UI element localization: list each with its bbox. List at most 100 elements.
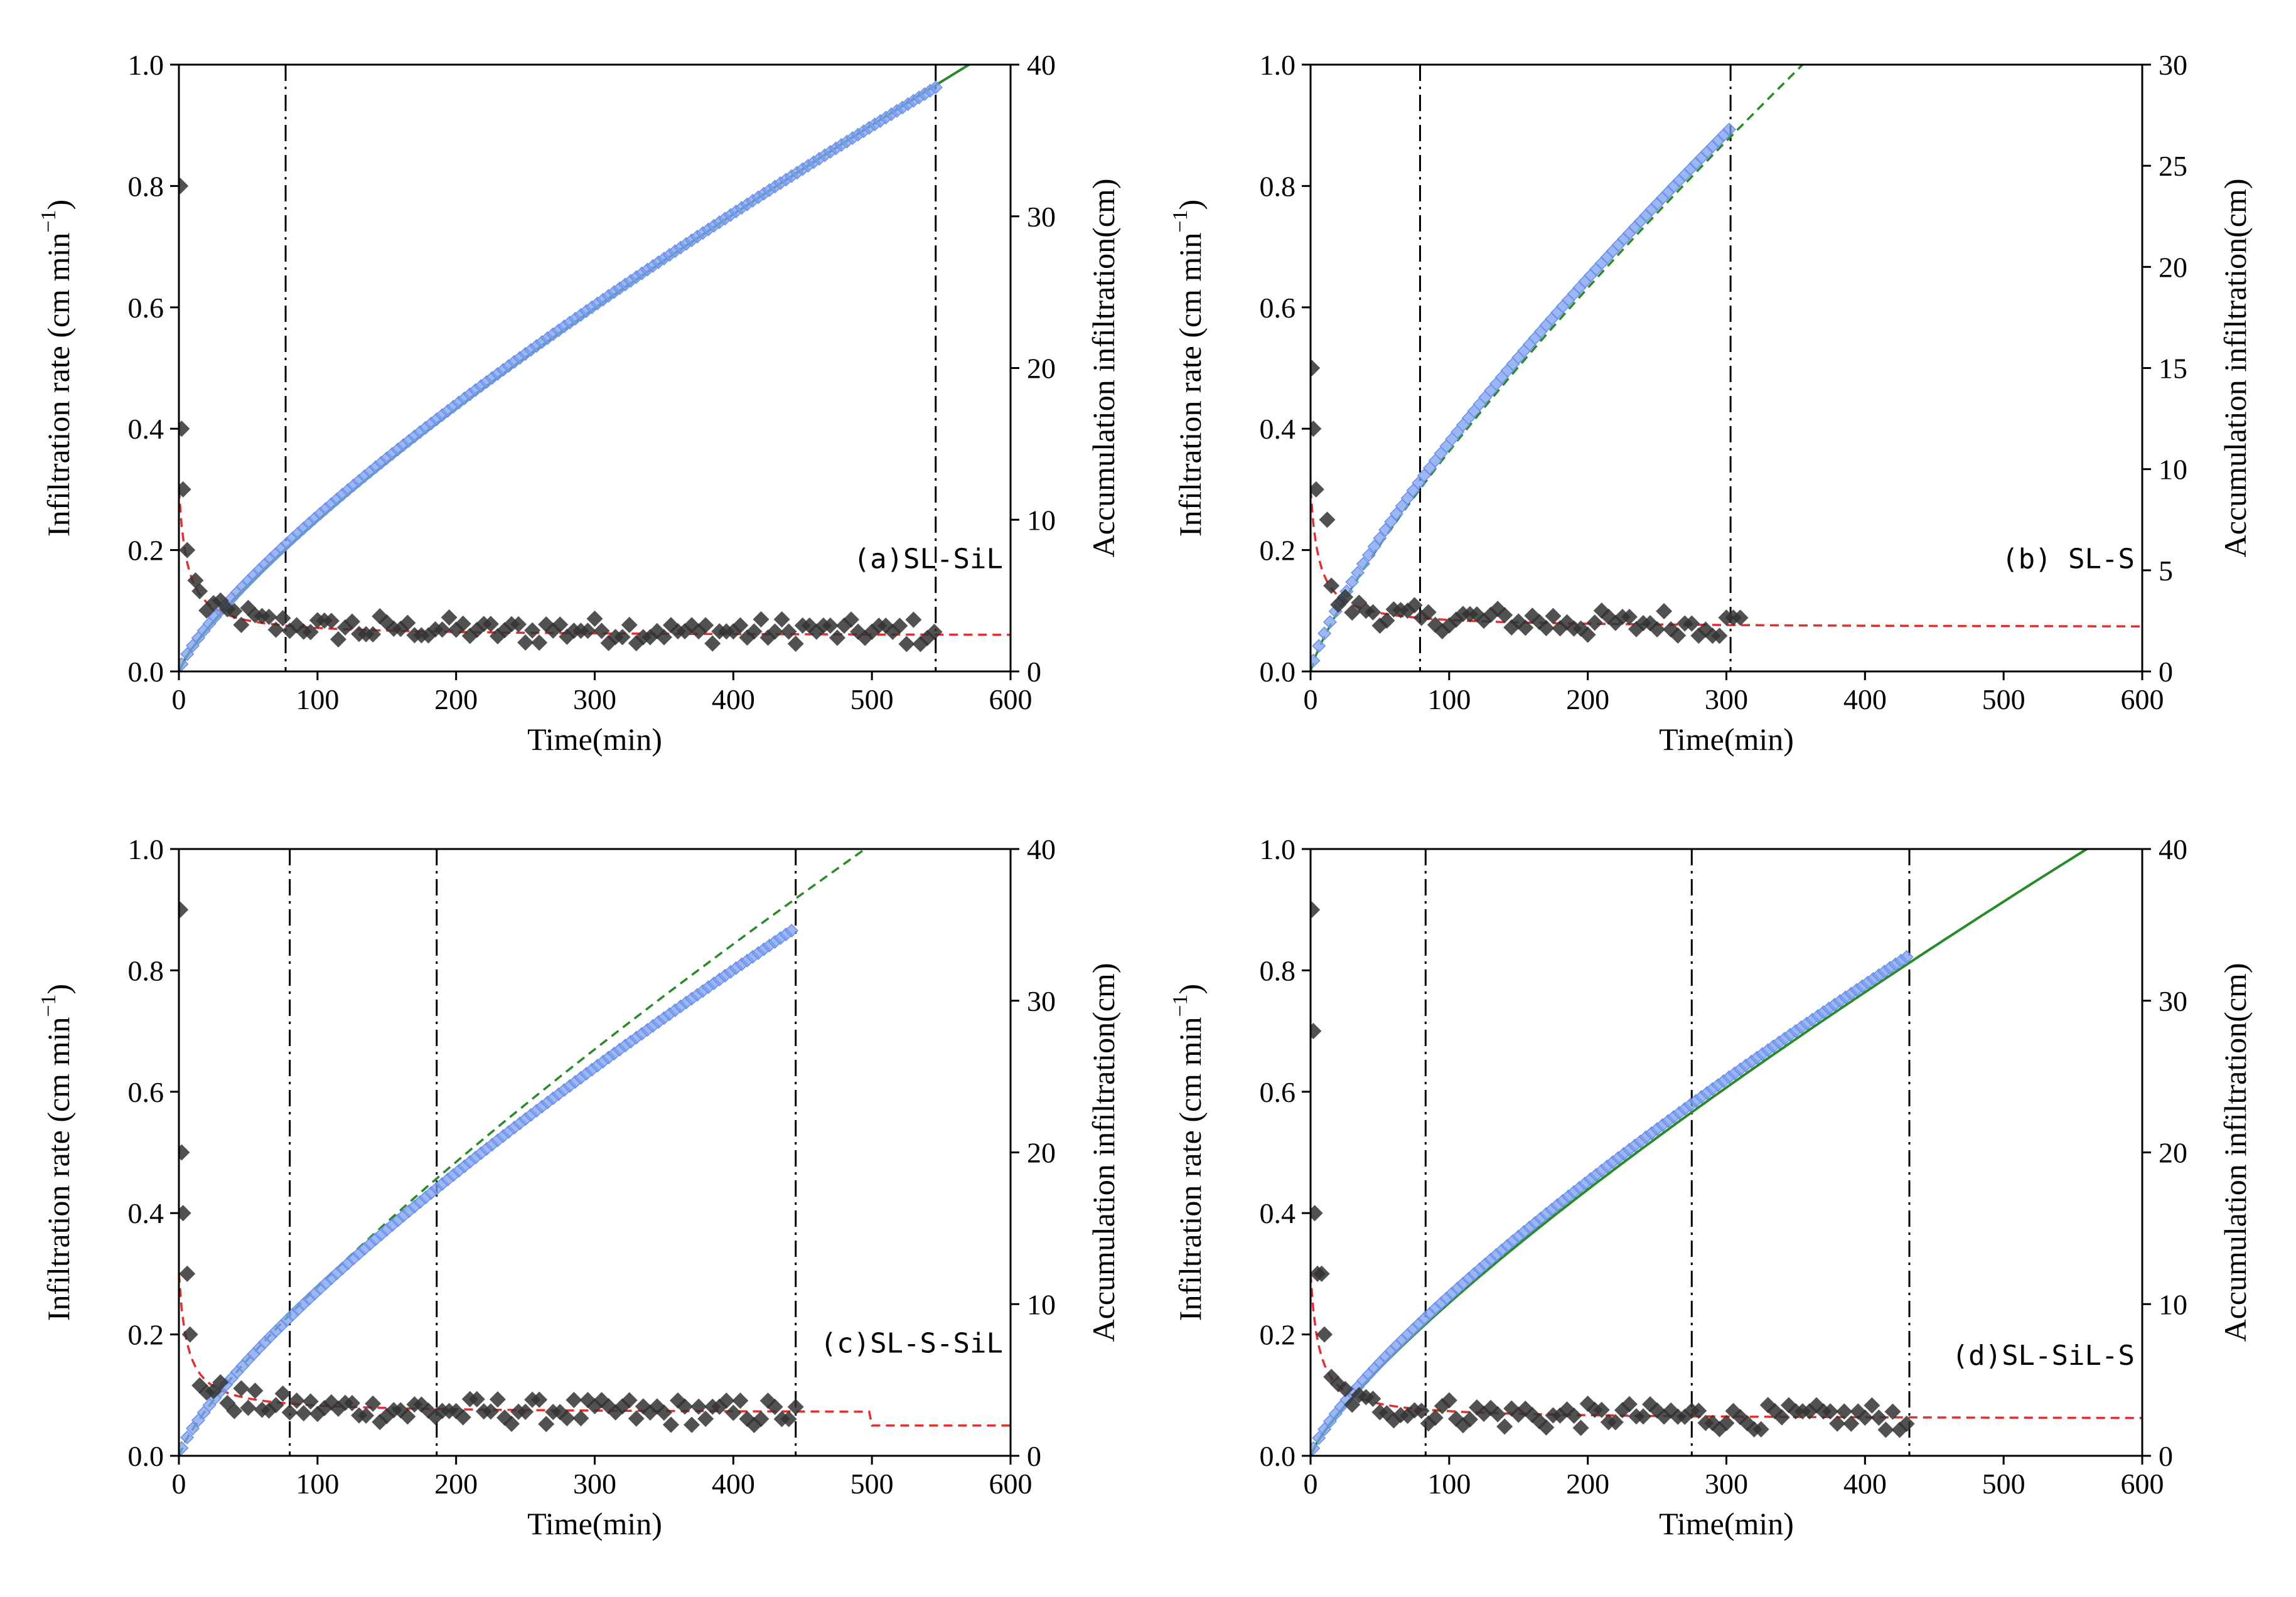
rate-point: [725, 1404, 742, 1421]
x-tick-label: 600: [989, 1468, 1033, 1500]
cumulative-point: [1899, 950, 1914, 964]
x-tick-label: 400: [1843, 683, 1887, 715]
plot-frame: [1309, 63, 2143, 673]
y-tick-label: 0.6: [128, 1076, 164, 1108]
rate-point: [787, 635, 804, 652]
y-axis-title: Infiltration rate (cm min−1): [37, 200, 76, 537]
rate-point: [1857, 1409, 1874, 1426]
y-axis-title-main: Infiltration rate (cm min: [41, 233, 76, 537]
y2-tick-label: 0: [1027, 1440, 1041, 1472]
y-tick-label: 0.0: [1260, 1440, 1296, 1472]
panel-a: 0 100 200 300 400 500 600 0.0 0.2 0.4 0.6 0.8 1.0 0 10…: [37, 49, 1121, 757]
rate-point: [226, 1402, 243, 1419]
x-axis-title: Time(min): [527, 722, 662, 757]
rate-point: [1656, 602, 1673, 619]
y-axis-title-close: ): [1172, 200, 1208, 210]
y-axis-title-close: ): [41, 200, 76, 210]
rate-point: [179, 901, 189, 918]
cumulative-point: [191, 1413, 205, 1428]
cumulative-point: [1311, 653, 1321, 668]
x-tick-label: 600: [2121, 1468, 2164, 1500]
panel-c: 0 100 200 300 400 500 600 0.0 0.2 0.4 0.6 0.8 1.0 0 10…: [37, 833, 1121, 1541]
rate-point: [1344, 1396, 1361, 1413]
x-tick-label: 500: [1982, 1468, 2025, 1500]
rate-point: [1311, 1205, 1323, 1222]
rate-point: [1311, 360, 1321, 377]
rate-point: [677, 1398, 694, 1415]
rate-point: [1378, 612, 1395, 629]
x-tick-label: 300: [1705, 683, 1748, 715]
y2-tick-label: 30: [2159, 985, 2187, 1017]
rate-point: [843, 611, 860, 628]
rate-point: [240, 1399, 257, 1416]
rate-point: [524, 622, 541, 639]
rate-point: [1313, 1265, 1330, 1282]
y-axis-title-main: Infiltration rate (cm min: [1172, 1017, 1208, 1322]
rate-point: [898, 636, 915, 653]
rate-point: [1579, 626, 1596, 643]
rate-point: [1836, 1403, 1853, 1420]
rate-point: [1822, 1403, 1839, 1420]
plot-area: [179, 849, 1011, 1456]
rate-point: [482, 1403, 499, 1420]
rate-point: [503, 1416, 520, 1433]
x-tick-label: 300: [573, 683, 616, 715]
cumulative-point: [1361, 548, 1376, 562]
rate-point: [441, 609, 458, 626]
y-tick-label: 0.8: [128, 170, 164, 202]
rate-point: [1545, 607, 1562, 624]
panel-b: 0 100 200 300 400 500 600 0.0 0.2 0.4 0.6 0.8 1.0 0 5 1…: [1169, 49, 2253, 757]
cumulative-point: [1317, 626, 1332, 641]
rate-point: [531, 1391, 548, 1408]
y-tick-label: 0.0: [128, 1440, 164, 1472]
rate-point: [1586, 614, 1603, 631]
rate-point: [621, 616, 638, 633]
y2-tick-label: 0: [1027, 656, 1041, 688]
rate-point: [1732, 609, 1749, 626]
y-tick-label: 1.0: [1260, 49, 1296, 81]
x-tick-label: 600: [2121, 683, 2164, 715]
cumulative-point: [1722, 122, 1736, 137]
rate-point: [1311, 1023, 1322, 1040]
x-tick-label: 0: [172, 683, 186, 715]
rate-point: [1877, 1421, 1894, 1438]
cumulative-point: [1400, 491, 1415, 505]
rate-point: [233, 616, 250, 633]
rate-point: [1621, 1396, 1638, 1413]
rate-point: [267, 1397, 284, 1414]
y-axis-title-superscript: −1: [1169, 210, 1192, 232]
y2-tick-label: 40: [2159, 833, 2187, 865]
rate-point: [179, 420, 190, 437]
y-tick-label: 0.2: [1260, 1319, 1296, 1351]
rate-point: [302, 1393, 319, 1410]
rate-point: [191, 583, 208, 600]
rate-point: [179, 1144, 190, 1161]
y2-axis-title: Accumulation infiltration(cm): [2218, 963, 2253, 1342]
rate-point: [267, 621, 284, 638]
y2-tick-label: 0: [2159, 1440, 2173, 1472]
rate-point: [766, 623, 783, 640]
y-tick-label: 0.8: [1260, 170, 1296, 202]
y2-axis-title: Accumulation infiltration(cm): [1086, 179, 1121, 558]
x-tick-label: 500: [850, 683, 894, 715]
y-tick-label: 1.0: [1260, 833, 1296, 865]
y-axis-title-close: ): [1172, 984, 1208, 995]
rate-point: [684, 1416, 700, 1433]
rate-point: [1752, 1421, 1769, 1438]
rate-point: [614, 629, 631, 646]
rate-point: [732, 1392, 749, 1409]
rate-point: [766, 1398, 783, 1415]
rate-point: [179, 178, 189, 195]
x-axis-title: Time(min): [1659, 1506, 1794, 1541]
rate-point: [559, 1409, 576, 1426]
rate-point: [1884, 1403, 1901, 1420]
rate-point: [288, 1392, 305, 1409]
cumulative-fit-line: [1311, 849, 2088, 1456]
y2-tick-label: 30: [2159, 49, 2187, 81]
x-tick-label: 0: [1304, 683, 1318, 715]
cumulative-point: [180, 647, 195, 661]
y-tick-label: 0.2: [1260, 535, 1296, 567]
rate-point: [260, 609, 277, 626]
rate-point: [773, 611, 790, 628]
rate-point: [655, 1404, 672, 1421]
